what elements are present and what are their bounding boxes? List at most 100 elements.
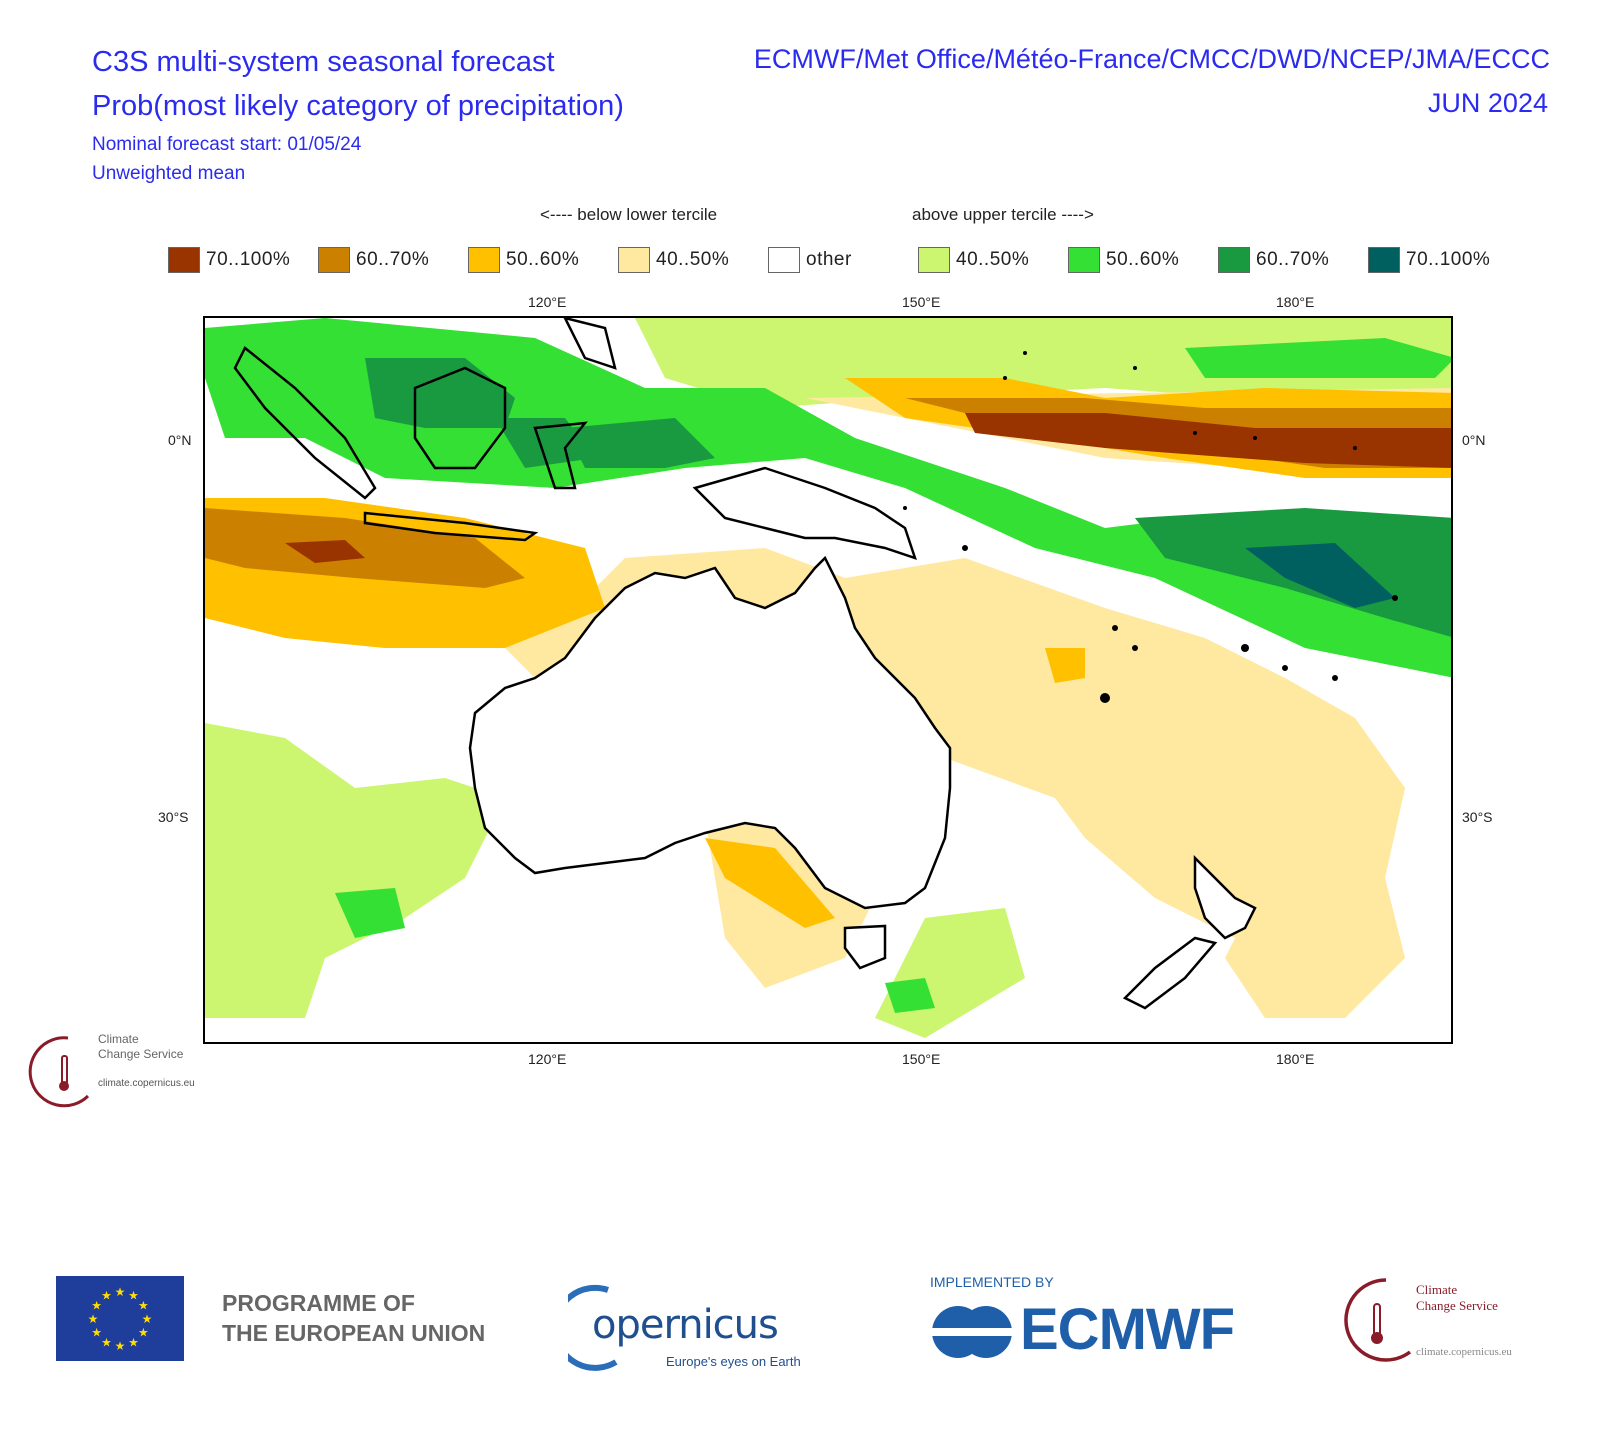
copernicus-swoosh-icon [568,1284,618,1371]
legend-below-caption: <---- below lower tercile [540,205,718,224]
legend-label: 60..70% [356,249,430,270]
c3s-name-line2: Change Service [98,1047,184,1061]
legend-swatch [918,247,950,273]
region-above-40-50 [205,318,1451,413]
lon-tick-top: 180°E [1276,294,1315,310]
legend-item: 60..70% [318,246,429,274]
eu-star: ★ [101,1335,112,1349]
region-above-40-50 [875,908,1025,1038]
region-below-60-70 [205,508,525,588]
eu-star: ★ [115,1339,126,1353]
legend: 70..100% 60..70% 50..60% 40..50% other 4… [168,246,1528,276]
legend-swatch [618,247,650,273]
copernicus-logo[interactable]: opernicus Europe's eyes on Earth [568,1278,824,1374]
eu-stars: ★★★★★★★★★ ★ ★★ [88,1285,153,1353]
legend-item: 50..60% [1068,246,1179,274]
region-below-70-100 [285,540,365,563]
eu-star: ★ [91,1299,102,1313]
eu-programme-text: PROGRAMME OF THE EUROPEAN UNION [222,1288,485,1348]
pacific-islands [903,351,1398,703]
legend-item: 50..60% [468,246,579,274]
eu-star: ★ [91,1326,102,1340]
implemented-by-label: IMPLEMENTED BY [930,1274,1054,1290]
eu-star: ★ [88,1312,99,1326]
legend-swatch [318,247,350,273]
map-frame [203,316,1453,1044]
legend-above-caption: above upper tercile ----> [912,205,1094,224]
c3s-url: climate.copernicus.eu [98,1078,195,1089]
lat-tick-left: 0°N [168,432,192,448]
region-above-70-100 [1245,543,1395,608]
ecmwf-wordmark: ECMWF [1020,1297,1235,1362]
new-zealand-south-outline [1122,936,1218,1010]
eu-star: ★ [115,1285,126,1299]
region-above-50-60 [335,888,405,938]
region-above-50-60 [1185,338,1451,378]
borneo-outline [413,366,507,470]
region-below-40-50 [1225,878,1405,1018]
legend-swatch [1368,247,1400,273]
legend-label: 70..100% [1406,249,1491,270]
ecmwf-mark-icon [930,1306,1014,1358]
legend-label: 70..100% [206,249,291,270]
valid-month-label: JUN 2024 [1427,88,1548,118]
eu-star: ★ [128,1289,139,1303]
australia-outline [468,555,952,910]
lon-tick-top: 120°E [528,294,567,310]
c3s-footer-logo[interactable]: Climate Change Service climate.copernicu… [1330,1274,1550,1374]
sulawesi-outline [533,421,588,490]
c3s-footer-name-line2: Change Service [1416,1298,1498,1313]
region-above-40-50 [205,878,285,968]
forecast-start-label: Nominal forecast start: 01/05/24 [92,134,362,155]
region-above-50-60 [885,978,935,1013]
c3s-name-line1: Climate [98,1032,139,1046]
philippines-outline [563,318,617,370]
legend-swatch [468,247,500,273]
sumatra-outline [233,346,377,500]
lon-tick-bottom: 180°E [1276,1051,1315,1067]
mean-type-label: Unweighted mean [92,163,246,184]
legend-swatch [168,247,200,273]
ecmwf-logo[interactable]: IMPLEMENTED BY ECMWF [928,1274,1288,1370]
legend-swatch [1068,247,1100,273]
legend-item: other [768,246,852,274]
region-above-50-60 [205,318,1451,678]
new-guinea-outline [692,466,917,560]
c3s-logo: Climate Change Service climate.copernicu… [18,1028,238,1118]
legend-label: 60..70% [1256,249,1330,270]
copernicus-tagline: Europe's eyes on Earth [666,1354,801,1369]
forecast-map [205,318,1451,1038]
region-above-40-50 [205,723,505,1018]
eu-star: ★ [142,1312,153,1326]
legend-item: 60..70% [1218,246,1329,274]
lon-tick-bottom: 150°E [902,1051,941,1067]
chart-title: C3S multi-system seasonal forecast [92,46,555,78]
lat-tick-right: 0°N [1462,432,1486,448]
legend-item: 40..50% [918,246,1029,274]
lon-tick-top: 150°E [902,294,941,310]
eu-star: ★ [138,1299,149,1313]
eu-star: ★ [101,1289,112,1303]
lat-tick-left: 30°S [158,809,189,825]
region-below-50-60 [1045,648,1085,683]
region-above-60-70 [565,418,715,468]
legend-item: 70..100% [1368,246,1490,274]
legend-label: 40..50% [956,249,1030,270]
new-zealand-north-outline [1193,854,1257,940]
legend-swatch [1218,247,1250,273]
c3s-footer-url: climate.copernicus.eu [1416,1346,1512,1358]
c3s-footer-icon [1344,1278,1412,1362]
chart-subtitle: Prob(most likely category of precipitati… [92,90,624,122]
lon-tick-bottom: 120°E [528,1051,567,1067]
lat-tick-right: 30°S [1462,809,1493,825]
eu-line1: PROGRAMME OF [222,1290,415,1316]
c3s-logo-icon [28,1036,90,1108]
legend-label: 50..60% [506,249,580,270]
copernicus-wordmark: opernicus [592,1302,779,1348]
region-below-50-60 [705,838,835,928]
region-below-70-100 [965,413,1451,468]
eu-line2: THE EUROPEAN UNION [222,1320,486,1346]
eu-star: ★ [138,1326,149,1340]
c3s-footer-name-line1: Climate [1416,1282,1458,1297]
eu-flag-icon: ★ ★ ★ ★ ★ ★ ★ ★ ★ ★ ★ ★ [56,1276,184,1361]
